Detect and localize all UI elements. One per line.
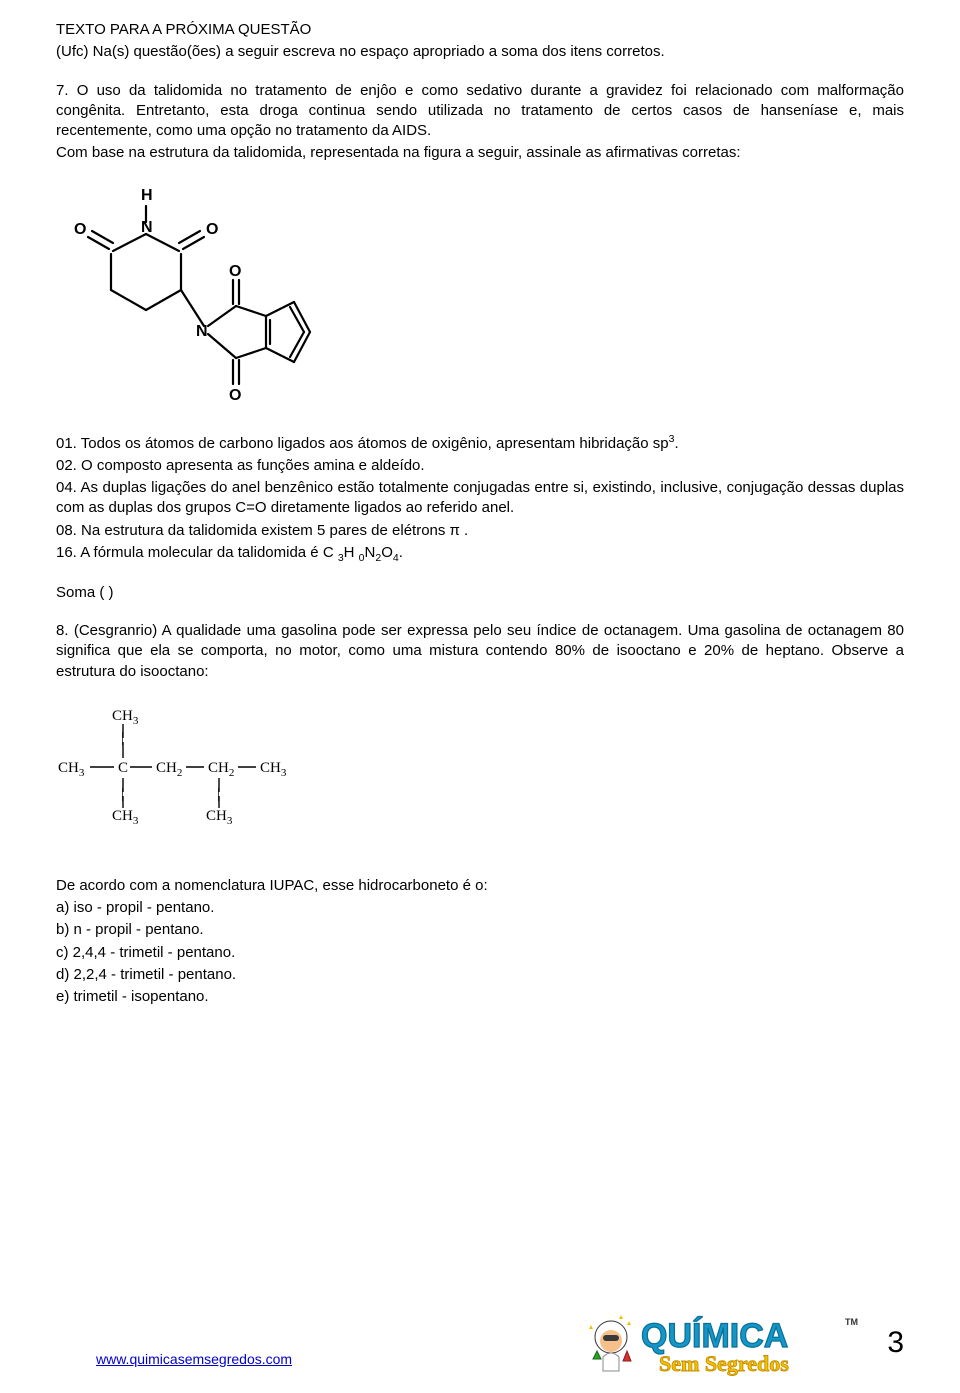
svg-text:QUÍMICA: QUÍMICA bbox=[641, 1317, 788, 1355]
footer-link[interactable]: www.quimicasemsegredos.com bbox=[96, 1350, 292, 1369]
q8-intro: 8. (Cesgranrio) A qualidade uma gasolina… bbox=[56, 621, 904, 682]
svg-text:|: | bbox=[217, 786, 220, 802]
q7-option-01: 01. Todos os átomos de carbono ligados a… bbox=[56, 432, 904, 454]
q8-option-e: e) trimetil - isopentano. bbox=[56, 987, 904, 1007]
q7-soma: Soma ( ) bbox=[56, 583, 904, 603]
atom-label-n-top: N bbox=[141, 219, 153, 236]
q7-intro-2: Com base na estrutura da talidomida, rep… bbox=[56, 143, 904, 163]
atom-label-n-mid: N bbox=[196, 323, 208, 340]
atom-label-o-r: O bbox=[229, 263, 241, 280]
q7-option-02: 02. O composto apresenta as funções amin… bbox=[56, 456, 904, 476]
svg-text:TM: TM bbox=[845, 1317, 858, 1327]
svg-text:CH3: CH3 bbox=[112, 708, 139, 727]
q8-option-b: b) n - propil - pentano. bbox=[56, 920, 904, 940]
page-number: 3 bbox=[887, 1323, 904, 1364]
q8-option-a: a) iso - propil - pentano. bbox=[56, 898, 904, 918]
preamble-heading: TEXTO PARA A PRÓXIMA QUESTÃO bbox=[56, 20, 904, 40]
q7-option-16: 16. A fórmula molecular da talidomida é … bbox=[56, 543, 904, 565]
q8-option-d: d) 2,2,4 - trimetil - pentano. bbox=[56, 965, 904, 985]
svg-text:C: C bbox=[118, 760, 128, 776]
q8-lead: De acordo com a nomenclatura IUPAC, esse… bbox=[56, 876, 904, 896]
atom-label-o-b: O bbox=[229, 387, 241, 404]
svg-text:CH2: CH2 bbox=[156, 760, 182, 779]
page-footer: www.quimicasemsegredos.com bbox=[56, 1307, 904, 1379]
svg-text:CH3: CH3 bbox=[112, 808, 139, 827]
svg-text:CH2: CH2 bbox=[208, 760, 234, 779]
q7-option-04: 04. As duplas ligações do anel benzênico… bbox=[56, 478, 904, 519]
quimica-logo: QUÍMICA TM Sem Segredos bbox=[583, 1307, 873, 1379]
isooctane-structure: CH3 CH3 C CH2 CH2 CH3 CH3 CH3 | | | bbox=[56, 702, 316, 832]
q7-intro-1: 7. O uso da talidomida no tratamento de … bbox=[56, 81, 904, 142]
q8-option-c: c) 2,4,4 - trimetil - pentano. bbox=[56, 943, 904, 963]
atom-label-o-tl: O bbox=[74, 221, 86, 238]
svg-text:CH3: CH3 bbox=[206, 808, 233, 827]
preamble-instruction: (Ufc) Na(s) questão(ões) a seguir escrev… bbox=[56, 42, 904, 62]
svg-text:CH3: CH3 bbox=[58, 760, 85, 779]
atom-label-h: H bbox=[141, 187, 153, 204]
svg-text:CH3: CH3 bbox=[260, 760, 287, 779]
svg-text:|: | bbox=[121, 786, 124, 802]
q7-option-08: 08. Na estrutura da talidomida existem 5… bbox=[56, 521, 904, 541]
atom-label-o-tr: O bbox=[206, 221, 218, 238]
svg-text:|: | bbox=[121, 730, 124, 746]
svg-text:Sem Segredos: Sem Segredos bbox=[659, 1351, 789, 1376]
thalidomide-structure: H N O O N O O bbox=[56, 178, 316, 418]
